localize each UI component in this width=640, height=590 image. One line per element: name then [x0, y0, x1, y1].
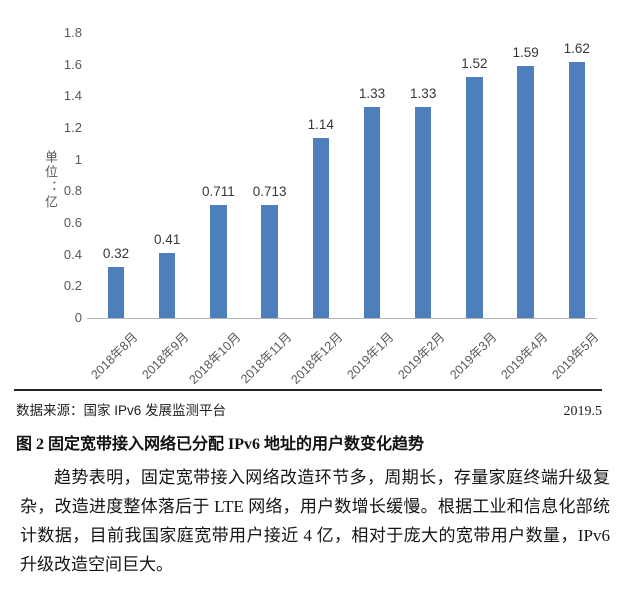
- y-axis-tick-label: 0.2: [63, 278, 82, 294]
- plot-area: 0 0.2 0.4 0.6 0.8 1 1.2 1.4 1.6 1.8 0.32 2018年8月 0.4…: [63, 25, 602, 387]
- bar: [363, 107, 381, 318]
- y-axis-unit-label: 单位：亿: [43, 150, 58, 210]
- bar-value-label: 1.33: [358, 86, 386, 101]
- x-axis-tick-label: 2019年4月: [498, 329, 551, 382]
- x-axis-tick-label: 2018年10月: [186, 329, 244, 387]
- x-axis-tick-label: 2019年2月: [395, 329, 448, 382]
- x-axis-tick-label: 2018年12月: [288, 329, 346, 387]
- bar-chart: 单位：亿 0 0.2 0.4 0.6 0.8 1 1.2 1.4 1.6 1.8 0.32 2018年…: [43, 25, 602, 387]
- bar: [107, 267, 125, 318]
- source-row: 数据来源：国家 IPv6 发展监测平台 2019.5: [16, 399, 602, 420]
- bar-value-label: 1.52: [461, 56, 488, 71]
- bar-value-label: 1.62: [563, 41, 590, 56]
- bar-value-label: 0.41: [154, 232, 181, 247]
- y-axis-tick-label: 1.8: [63, 25, 82, 41]
- bar-value-label: 1.14: [307, 117, 334, 132]
- bar: [312, 138, 330, 318]
- bar-value-label: 1.59: [512, 45, 539, 60]
- data-source-label: 数据来源：国家 IPv6 发展监测平台: [16, 403, 227, 418]
- x-axis-tick-label: 2019年3月: [446, 329, 500, 382]
- bar-value-label: 0.711: [202, 184, 235, 199]
- bar-value-label: 0.32: [102, 246, 130, 261]
- x-axis-tick-label: 2018年11月: [237, 329, 295, 387]
- y-axis-tick-label: 0.4: [63, 246, 82, 262]
- bar-value-label: 1.33: [410, 86, 437, 101]
- report-date: 2019.5: [563, 404, 603, 419]
- bar: [517, 66, 534, 318]
- divider-line: [14, 389, 602, 391]
- x-axis-tick-label: 2018年8月: [88, 329, 141, 382]
- y-axis-tick-label: 1: [74, 151, 82, 167]
- y-axis-tick-label: 0.6: [63, 215, 82, 231]
- bar-value-label: 0.713: [252, 184, 287, 199]
- y-axis-tick-label: 1.6: [63, 56, 82, 72]
- bar: [568, 62, 586, 318]
- bar: [261, 205, 278, 318]
- body-paragraph: 趋势表明，固定宽带接入网络改造环节多，周期长，存量家庭终端升级复杂，改造进度整体…: [20, 468, 610, 574]
- y-axis-tick-label: 1.4: [63, 88, 82, 104]
- bar: [158, 253, 176, 318]
- figure-caption: 图 2 固定宽带接入网络已分配 IPv6 地址的用户数变化趋势: [16, 436, 425, 453]
- bar: [210, 205, 227, 318]
- x-axis-line: [87, 318, 597, 319]
- y-axis-tick-label: 0.8: [63, 183, 82, 199]
- y-axis-tick-label: 1.2: [63, 120, 82, 136]
- y-axis-tick-label: 0: [74, 310, 82, 325]
- x-axis-tick-label: 2019年5月: [549, 329, 602, 382]
- x-axis-tick-label: 2019年1月: [344, 329, 397, 382]
- bar: [414, 107, 432, 318]
- bar: [466, 77, 483, 318]
